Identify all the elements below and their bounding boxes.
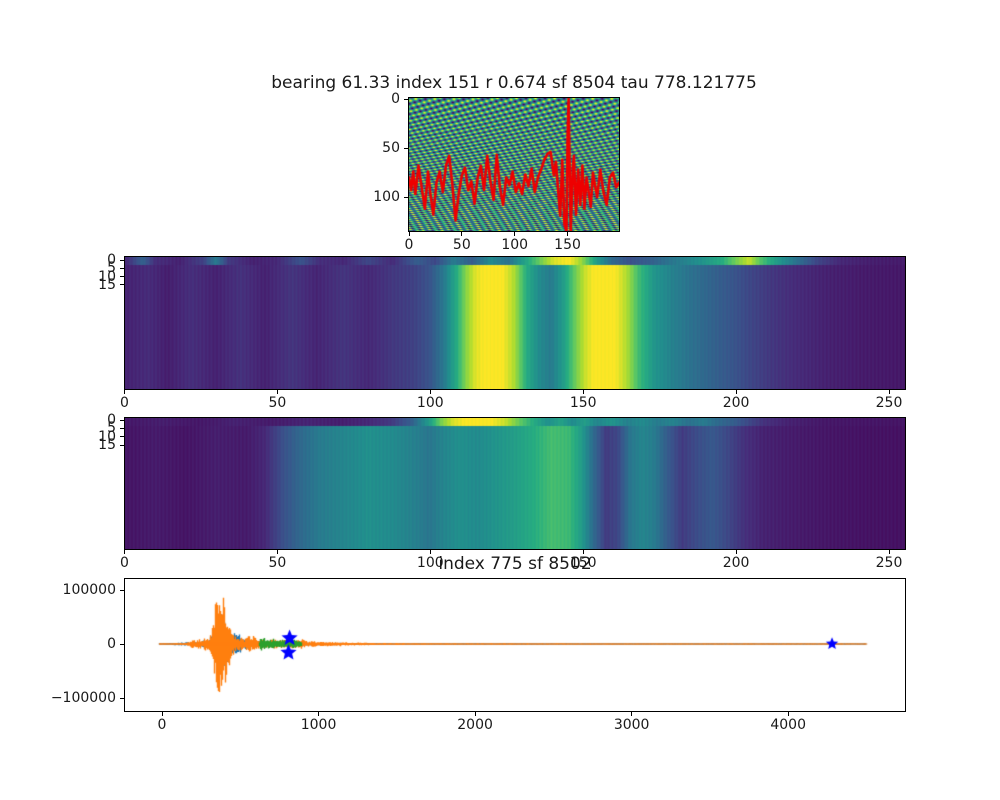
x-tick-label: 0 bbox=[120, 555, 129, 571]
x-tick-mark bbox=[124, 550, 125, 554]
y-tick-mark bbox=[120, 427, 124, 429]
x-tick-mark bbox=[787, 712, 789, 716]
x-tick-mark bbox=[461, 232, 463, 236]
x-tick-label: 100 bbox=[501, 237, 529, 253]
y-tick-label: 10 bbox=[98, 268, 116, 285]
x-tick-label: 0 bbox=[157, 717, 167, 733]
x-tick-mark bbox=[582, 390, 584, 394]
heatmap-1-canvas bbox=[125, 257, 905, 389]
top-subplot-title: bearing 61.33 index 151 r 0.674 sf 8504 … bbox=[271, 73, 757, 93]
y-tick-mark bbox=[120, 419, 124, 421]
x-tick-label: 150 bbox=[554, 237, 581, 253]
subplot-bearing-heatmap bbox=[408, 97, 620, 232]
y-tick-label: 0 bbox=[391, 91, 400, 107]
y-tick-label: 10 bbox=[98, 428, 116, 445]
subplot-heatmap-2 bbox=[124, 417, 906, 550]
x-tick-mark bbox=[735, 390, 737, 394]
x-tick-mark bbox=[888, 550, 890, 554]
y-tick-mark bbox=[120, 276, 124, 278]
subplot-heatmap-1 bbox=[124, 256, 906, 390]
x-tick-mark bbox=[735, 550, 737, 554]
x-tick-label: 250 bbox=[875, 395, 903, 411]
y-tick-mark bbox=[120, 267, 124, 269]
x-tick-mark bbox=[124, 390, 125, 394]
x-tick-label: 3000 bbox=[613, 717, 650, 733]
x-tick-mark bbox=[161, 712, 163, 716]
x-tick-label: 50 bbox=[268, 555, 287, 571]
x-tick-mark bbox=[582, 550, 584, 554]
x-tick-label: 100 bbox=[416, 555, 444, 571]
waveform-canvas bbox=[125, 579, 905, 711]
y-tick-label: 0 bbox=[107, 636, 116, 652]
x-tick-label: 0 bbox=[404, 237, 414, 253]
y-tick-label: 100 bbox=[373, 189, 400, 205]
y-tick-mark bbox=[120, 444, 124, 446]
y-tick-label: 100000 bbox=[62, 582, 116, 598]
y-tick-label: 5 bbox=[107, 260, 116, 277]
x-tick-mark bbox=[276, 550, 278, 554]
x-tick-label: 50 bbox=[268, 395, 287, 411]
x-tick-mark bbox=[514, 232, 516, 236]
y-tick-mark bbox=[404, 147, 408, 149]
bearing-heatmap-canvas bbox=[409, 98, 619, 231]
subplot-waveform bbox=[124, 578, 906, 712]
y-tick-mark bbox=[120, 259, 124, 261]
x-tick-label: 100 bbox=[416, 395, 444, 411]
y-tick-mark bbox=[120, 436, 124, 438]
waveform-subplot-title: index 775 sf 8502 bbox=[438, 554, 592, 574]
y-tick-mark bbox=[120, 589, 124, 591]
x-tick-label: 50 bbox=[452, 237, 471, 253]
y-tick-mark bbox=[120, 284, 124, 286]
y-tick-label: −100000 bbox=[50, 690, 116, 706]
x-tick-mark bbox=[567, 232, 569, 236]
y-tick-label: 50 bbox=[382, 140, 400, 156]
y-tick-label: 15 bbox=[98, 276, 116, 293]
x-tick-mark bbox=[888, 390, 890, 394]
heatmap-2-canvas bbox=[125, 418, 905, 549]
y-tick-label: 0 bbox=[107, 252, 116, 268]
x-tick-label: 0 bbox=[120, 395, 129, 411]
y-tick-label: 15 bbox=[98, 437, 116, 454]
y-tick-mark bbox=[404, 98, 408, 100]
x-tick-mark bbox=[631, 712, 633, 716]
x-tick-mark bbox=[429, 390, 431, 394]
y-tick-mark bbox=[120, 697, 124, 699]
x-tick-mark bbox=[276, 390, 278, 394]
x-tick-label: 150 bbox=[569, 555, 597, 571]
x-tick-label: 150 bbox=[569, 395, 597, 411]
x-tick-label: 4000 bbox=[770, 717, 806, 733]
x-tick-mark bbox=[429, 550, 431, 554]
y-tick-label: 5 bbox=[107, 420, 116, 437]
x-tick-mark bbox=[474, 712, 476, 716]
x-tick-label: 200 bbox=[722, 555, 750, 571]
y-tick-mark bbox=[120, 643, 124, 645]
y-tick-mark bbox=[404, 196, 408, 198]
x-tick-label: 200 bbox=[722, 395, 750, 411]
x-tick-label: 2000 bbox=[457, 717, 493, 733]
y-tick-label: 0 bbox=[107, 412, 116, 428]
x-tick-mark bbox=[318, 712, 320, 716]
x-tick-mark bbox=[408, 232, 410, 236]
x-tick-label: 250 bbox=[875, 555, 903, 571]
x-tick-label: 1000 bbox=[300, 717, 337, 733]
